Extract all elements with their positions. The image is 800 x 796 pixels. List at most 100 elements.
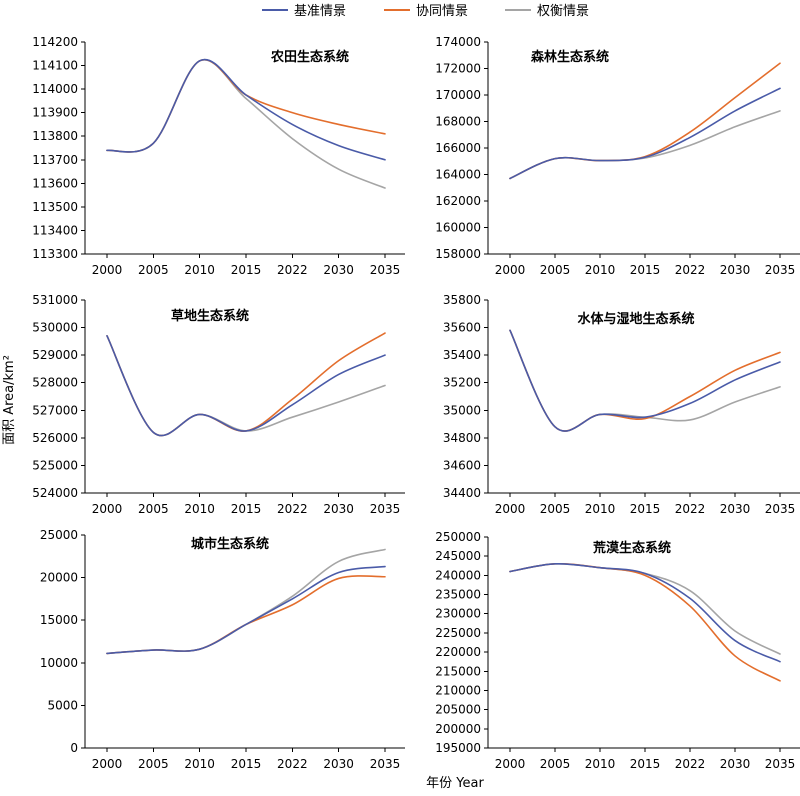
y-tick-label: 200000 bbox=[435, 722, 481, 736]
x-tick-label: 2015 bbox=[231, 502, 262, 516]
series-line-synergy bbox=[509, 62, 781, 180]
y-tick-label: 0 bbox=[70, 741, 78, 755]
x-tick-label: 2035 bbox=[765, 263, 796, 277]
series-line-tradeoff bbox=[509, 329, 781, 432]
y-tick-label: 235000 bbox=[435, 588, 481, 602]
series-line-synergy bbox=[509, 562, 781, 682]
series-line-synergy bbox=[509, 329, 781, 432]
y-tick-label: 35200 bbox=[443, 376, 481, 390]
x-tick-label: 2035 bbox=[370, 263, 401, 277]
panel-title: 农田生态系统 bbox=[270, 49, 349, 65]
series-line-tradeoff bbox=[509, 562, 781, 655]
series-line-synergy bbox=[106, 575, 386, 655]
legend-label: 基准情景 bbox=[294, 4, 346, 19]
x-tick-label: 2035 bbox=[370, 757, 401, 771]
y-tick-label: 164000 bbox=[435, 168, 481, 182]
x-tick-label: 2000 bbox=[92, 263, 123, 277]
y-tick-label: 158000 bbox=[435, 247, 481, 261]
x-tick-label: 2030 bbox=[720, 502, 751, 516]
legend-label: 权衡情景 bbox=[537, 3, 589, 19]
x-tick-label: 2030 bbox=[323, 263, 354, 277]
series-line-synergy bbox=[106, 332, 386, 437]
x-tick-label: 2010 bbox=[585, 263, 616, 277]
chart-panel: 195000 200000 205000 210000 215000 220000 2250… bbox=[435, 530, 800, 771]
x-tick-label: 2010 bbox=[184, 263, 215, 277]
y-tick-label: 527000 bbox=[32, 403, 78, 417]
y-tick-label: 162000 bbox=[435, 194, 481, 208]
x-tick-label: 2030 bbox=[720, 263, 751, 277]
y-tick-label: 114100 bbox=[32, 59, 78, 73]
y-tick-label: 35800 bbox=[443, 293, 481, 307]
series-line-baseline bbox=[509, 562, 781, 663]
y-tick-label: 160000 bbox=[435, 221, 481, 235]
y-tick-label: 245000 bbox=[435, 549, 481, 563]
series-line-tradeoff bbox=[509, 110, 781, 180]
y-axis-title: 面积 Area/km² bbox=[2, 355, 17, 445]
legend-label: 协同情景 bbox=[416, 4, 468, 19]
y-tick-label: 35000 bbox=[443, 403, 481, 417]
panel-title: 城市生态系统 bbox=[191, 536, 269, 552]
chart-panels: 113300 113400 113500 113600 113700 113800 1139… bbox=[32, 35, 800, 771]
y-tick-label: 205000 bbox=[435, 703, 481, 717]
y-tick-label: 35400 bbox=[443, 348, 481, 362]
x-tick-label: 2010 bbox=[184, 757, 215, 771]
y-tick-label: 166000 bbox=[435, 141, 481, 155]
x-tick-label: 2015 bbox=[630, 757, 661, 771]
y-tick-label: 113700 bbox=[32, 153, 78, 167]
x-tick-label: 2015 bbox=[231, 757, 262, 771]
x-tick-label: 2000 bbox=[495, 502, 526, 516]
x-tick-label: 2000 bbox=[495, 757, 526, 771]
y-tick-label: 531000 bbox=[32, 293, 78, 307]
x-tick-label: 2005 bbox=[540, 757, 571, 771]
y-tick-label: 172000 bbox=[435, 62, 481, 76]
panel-title: 荒漠生态系统 bbox=[592, 540, 671, 556]
y-tick-label: 174000 bbox=[435, 35, 481, 49]
x-tick-label: 2015 bbox=[630, 263, 661, 277]
x-tick-label: 2035 bbox=[370, 502, 401, 516]
chart-panel: 113300 113400 113500 113600 113700 113800 1139… bbox=[32, 35, 405, 277]
series-line-tradeoff bbox=[106, 335, 386, 437]
y-tick-label: 10000 bbox=[40, 656, 78, 670]
legend: 基准情景 协同情景 权衡情景 bbox=[262, 3, 589, 19]
y-tick-label: 529000 bbox=[32, 348, 78, 362]
y-tick-label: 240000 bbox=[435, 568, 481, 582]
x-tick-label: 2005 bbox=[540, 263, 571, 277]
y-tick-label: 114200 bbox=[32, 35, 78, 49]
x-tick-label: 2005 bbox=[138, 502, 169, 516]
chart-panel: 34400 34600 34800 35000 35200 35400 35600 35800… bbox=[443, 293, 800, 516]
series-line-tradeoff bbox=[106, 548, 386, 655]
series-line-baseline bbox=[106, 58, 386, 161]
y-tick-label: 215000 bbox=[435, 664, 481, 678]
x-tick-label: 2005 bbox=[540, 502, 571, 516]
y-tick-label: 170000 bbox=[435, 88, 481, 102]
y-tick-label: 113600 bbox=[32, 176, 78, 190]
y-tick-label: 530000 bbox=[32, 321, 78, 335]
x-tick-label: 2010 bbox=[585, 502, 616, 516]
x-tick-label: 2000 bbox=[92, 757, 123, 771]
y-tick-label: 20000 bbox=[40, 571, 78, 585]
y-tick-label: 230000 bbox=[435, 607, 481, 621]
panel-title: 水体与湿地生态系统 bbox=[577, 311, 694, 327]
x-tick-label: 2015 bbox=[231, 263, 262, 277]
y-tick-label: 225000 bbox=[435, 626, 481, 640]
x-tick-label: 2010 bbox=[585, 757, 616, 771]
x-tick-label: 2022 bbox=[675, 502, 706, 516]
y-tick-label: 195000 bbox=[435, 741, 481, 755]
chart-panel: 158000 160000 162000 164000 166000 168000 1700… bbox=[435, 35, 800, 277]
x-tick-label: 2030 bbox=[323, 502, 354, 516]
y-tick-label: 35600 bbox=[443, 321, 481, 335]
x-axis-title: 年份 Year bbox=[426, 776, 484, 791]
panel-title: 森林生态系统 bbox=[531, 49, 609, 65]
y-tick-label: 113500 bbox=[32, 200, 78, 214]
x-tick-label: 2015 bbox=[630, 502, 661, 516]
y-tick-label: 526000 bbox=[32, 431, 78, 445]
x-tick-label: 2035 bbox=[765, 757, 796, 771]
panel-title: 草地生态系统 bbox=[171, 308, 249, 324]
y-tick-label: 25000 bbox=[40, 528, 78, 542]
x-tick-label: 2005 bbox=[138, 263, 169, 277]
y-tick-label: 15000 bbox=[40, 613, 78, 627]
y-tick-label: 113300 bbox=[32, 247, 78, 261]
y-tick-label: 113800 bbox=[32, 129, 78, 143]
series-line-tradeoff bbox=[106, 58, 386, 189]
